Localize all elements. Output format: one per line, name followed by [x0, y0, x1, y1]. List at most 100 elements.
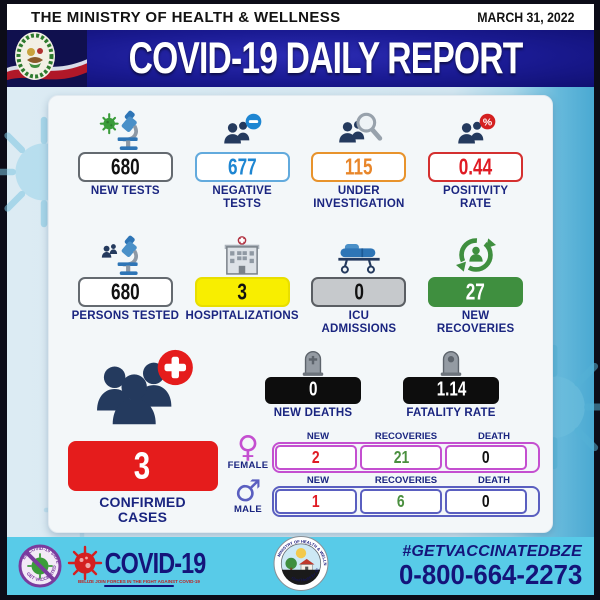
ministry-seal-icon: MINISTRY OF HEALTH & WELLNESS Good Healt…: [271, 532, 329, 597]
tombstone-icon: [302, 350, 324, 376]
stat-label: NEW DEATHS: [273, 406, 353, 419]
stat-value: 0.44: [458, 153, 493, 180]
confirmed-cases-block: 3 CONFIRMED CASES: [61, 346, 224, 526]
value-box: 115: [311, 152, 407, 182]
hospital-icon: [220, 235, 264, 275]
female-icon: ♀: [237, 429, 259, 465]
male-values: 1 6 0: [272, 486, 540, 518]
stat-value: 27: [466, 278, 486, 305]
virus-icon: [67, 545, 103, 581]
stat-label: NEGATIVE TESTS: [212, 185, 272, 210]
people-magnifier-icon: [335, 110, 383, 150]
stat-value: 680: [111, 278, 140, 305]
stat-value: 0: [308, 378, 318, 401]
stat-persons-tested: 680 PERSONS TESTED: [67, 235, 184, 336]
stat-fatality-rate: 1.14 FATALITY RATE: [403, 348, 499, 420]
belize-flag-icon: [7, 30, 87, 87]
covid19-logo-text: COVID-19: [104, 545, 207, 579]
stat-label: FATALITY RATE: [406, 406, 496, 419]
stats-row-2: 680 PERSONS TESTED: [61, 235, 540, 336]
stat-value: 680: [111, 153, 140, 180]
value-box: 0: [265, 376, 361, 404]
stat-label: PERSONS TESTED: [71, 309, 180, 322]
value-box: 27: [428, 276, 524, 307]
stat-label: UNDER INVESTIGATION: [313, 185, 405, 210]
female-cell: ♀ FEMALE: [224, 429, 272, 472]
header-new: NEW: [306, 431, 330, 443]
stat-value: 0: [354, 278, 364, 305]
header-new: NEW: [306, 475, 330, 487]
male-recoveries-cell: 6: [360, 489, 442, 515]
stat-hospitalizations: 3 HOSPITALIZATIONS: [184, 235, 301, 336]
stat-value: 3: [237, 278, 247, 305]
value-box: 3: [194, 276, 290, 307]
value-box: 0.44: [428, 152, 524, 182]
people-plus-icon: [84, 346, 202, 439]
report-body: 680 NEW TESTS 677: [0, 87, 600, 595]
male-label: MALE: [233, 504, 263, 516]
hotline-number: 0-800-664-2273: [398, 559, 582, 590]
stats-row-1: 680 NEW TESTS 677: [61, 110, 540, 211]
male-cell: ♂ MALE: [224, 473, 272, 516]
people-percent-icon: %: [453, 110, 499, 150]
gender-breakdown: ♀ FEMALE NEW RECOVERIES DEATH 2: [224, 429, 540, 518]
stats-row-3: 3 CONFIRMED CASES: [61, 346, 540, 526]
header-death: DEATH: [477, 431, 511, 443]
male-death-cell: 0: [445, 489, 527, 515]
deaths-gender-block: 0 NEW DEATHS 1.14 FATALITY RATE: [224, 346, 540, 526]
stats-panel: 680 NEW TESTS 677: [48, 95, 553, 533]
logo-divider: [103, 585, 174, 587]
male-icon: ♂: [234, 473, 262, 509]
value-box: 1.14: [403, 376, 499, 404]
female-row: ♀ FEMALE NEW RECOVERIES DEATH 2: [224, 429, 540, 474]
confirmed-cases-box: 3: [67, 440, 218, 491]
stat-value: 677: [227, 153, 257, 180]
female-table: NEW RECOVERIES DEATH 2 21 0: [272, 431, 540, 474]
footer-band: BE COVID-19 SAFE GET VACCINATED: [7, 532, 594, 597]
stat-value: 1.14: [436, 378, 466, 401]
get-vaccinated-badge-icon: BE COVID-19 SAFE GET VACCINATED: [18, 544, 62, 588]
stat-label: NEW RECOVERIES: [436, 309, 515, 335]
confirmed-cases-label: CONFIRMED CASES: [99, 493, 186, 526]
contact-block: #GETVACCINATEDBZE 0-800-664-2273: [383, 543, 582, 589]
people-microscope-icon: [99, 235, 151, 275]
people-minus-icon: [219, 110, 265, 150]
value-box: 680: [77, 276, 173, 307]
header-recoveries: RECOVERIES: [374, 431, 438, 443]
column-headers: NEW RECOVERIES DEATH: [272, 431, 540, 442]
stat-new-tests: 680 NEW TESTS: [67, 110, 184, 211]
header-band: THE MINISTRY OF HEALTH & WELLNESS MARCH …: [7, 4, 594, 30]
stat-label: ICU ADMISSIONS: [321, 309, 397, 335]
value-box: 677: [194, 152, 290, 182]
female-recoveries-cell: 21: [360, 445, 442, 471]
stat-label: HOSPITALIZATIONS: [185, 309, 299, 322]
covid19-logo: COVID-19 BELIZE JOIN FORCES IN THE FIGHT…: [67, 545, 211, 587]
recovery-arrows-icon: [455, 235, 496, 275]
stat-new-recoveries: 27 NEW RECOVERIES: [417, 235, 534, 336]
stat-label: POSITIVITY RATE: [442, 185, 509, 210]
svg-text:%: %: [482, 117, 491, 128]
female-death-cell: 0: [445, 445, 527, 471]
stat-label: NEW TESTS: [90, 185, 160, 197]
stat-negative-tests: 677 NEGATIVE TESTS: [184, 110, 301, 211]
value-box: 0: [311, 276, 407, 307]
stat-positivity-rate: % 0.44 POSITIVITY RATE: [417, 110, 534, 211]
stat-value: 115: [345, 153, 373, 180]
deaths-row: 0 NEW DEATHS 1.14 FATALITY RATE: [224, 348, 540, 420]
female-values: 2 21 0: [272, 442, 540, 474]
page-title: COVID-19 DAILY REPORT: [129, 33, 524, 83]
covid19-logo-subtext: BELIZE JOIN FORCES IN THE FIGHT AGAINST …: [78, 579, 200, 584]
microscope-virus-icon: [99, 110, 151, 150]
stat-new-deaths: 0 NEW DEATHS: [265, 348, 361, 420]
confirmed-cases-value: 3: [134, 443, 151, 487]
title-banner: COVID-19 DAILY REPORT: [7, 30, 594, 87]
header-recoveries: RECOVERIES: [374, 475, 438, 487]
male-new-cell: 1: [275, 489, 357, 515]
tombstone-icon: [440, 350, 462, 376]
value-box: 680: [77, 152, 173, 182]
male-table: NEW RECOVERIES DEATH 1 6 0: [272, 475, 540, 518]
ministry-title: THE MINISTRY OF HEALTH & WELLNESS: [31, 8, 341, 26]
header-death: DEATH: [477, 475, 511, 487]
hashtag: #GETVACCINATEDBZE: [402, 543, 582, 560]
